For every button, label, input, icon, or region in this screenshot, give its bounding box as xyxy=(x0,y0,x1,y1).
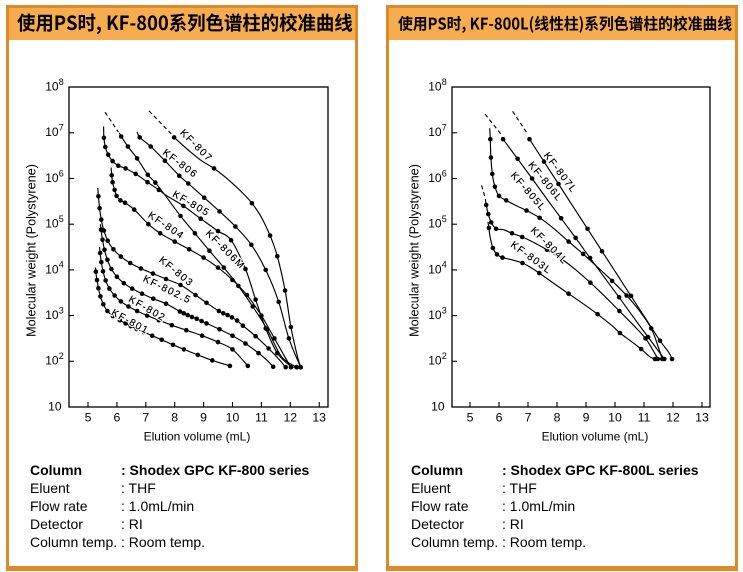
svg-text:5: 5 xyxy=(442,214,447,224)
svg-text:10: 10 xyxy=(45,171,59,185)
svg-text:4: 4 xyxy=(59,260,64,270)
svg-text:11: 11 xyxy=(638,411,651,425)
svg-text:10: 10 xyxy=(45,80,59,94)
svg-text:5: 5 xyxy=(467,411,474,425)
svg-text:6: 6 xyxy=(113,411,120,425)
svg-text:13: 13 xyxy=(695,411,709,425)
svg-text:10: 10 xyxy=(428,125,442,139)
svg-text:Molecular weight (Polystyrene): Molecular weight (Polystyrene) xyxy=(25,164,39,337)
svg-text:7: 7 xyxy=(142,411,149,425)
svg-text:Molecular weight (Polystyrene): Molecular weight (Polystyrene) xyxy=(408,164,422,337)
svg-text:6: 6 xyxy=(496,411,503,425)
svg-text:8: 8 xyxy=(171,411,178,425)
svg-text:8: 8 xyxy=(554,411,561,425)
svg-text:10: 10 xyxy=(428,308,442,322)
svg-text:10: 10 xyxy=(48,399,62,413)
svg-text:10: 10 xyxy=(428,217,442,231)
svg-text:4: 4 xyxy=(442,260,447,270)
svg-text:9: 9 xyxy=(583,411,590,425)
svg-text:8: 8 xyxy=(59,77,64,87)
svg-text:10: 10 xyxy=(431,399,445,413)
svg-text:11: 11 xyxy=(255,411,268,425)
svg-text:KF-805: KF-805 xyxy=(170,189,211,219)
svg-text:10: 10 xyxy=(45,354,59,368)
svg-text:7: 7 xyxy=(59,123,64,133)
svg-text:2: 2 xyxy=(59,351,64,361)
svg-text:12: 12 xyxy=(283,411,297,425)
svg-text:7: 7 xyxy=(442,123,447,133)
svg-text:Elution volume (mL): Elution volume (mL) xyxy=(542,430,649,444)
svg-text:10: 10 xyxy=(45,308,59,322)
svg-text:10: 10 xyxy=(428,80,442,94)
svg-text:10: 10 xyxy=(608,411,622,425)
svg-text:10: 10 xyxy=(45,262,59,276)
svg-text:9: 9 xyxy=(200,411,207,425)
svg-text:13: 13 xyxy=(312,411,326,425)
svg-text:7: 7 xyxy=(525,411,532,425)
svg-text:5: 5 xyxy=(85,411,92,425)
svg-text:10: 10 xyxy=(428,262,442,276)
svg-text:10: 10 xyxy=(45,125,59,139)
svg-text:12: 12 xyxy=(666,411,680,425)
svg-text:10: 10 xyxy=(45,217,59,231)
svg-text:8: 8 xyxy=(442,77,447,87)
svg-text:6: 6 xyxy=(442,168,447,178)
svg-text:2: 2 xyxy=(442,351,447,361)
svg-text:6: 6 xyxy=(59,168,64,178)
svg-text:5: 5 xyxy=(59,214,64,224)
svg-text:10: 10 xyxy=(428,354,442,368)
svg-text:10: 10 xyxy=(428,171,442,185)
svg-text:10: 10 xyxy=(226,411,240,425)
svg-text:Elution volume (mL): Elution volume (mL) xyxy=(144,430,251,444)
svg-text:3: 3 xyxy=(442,305,447,315)
svg-text:3: 3 xyxy=(59,305,64,315)
